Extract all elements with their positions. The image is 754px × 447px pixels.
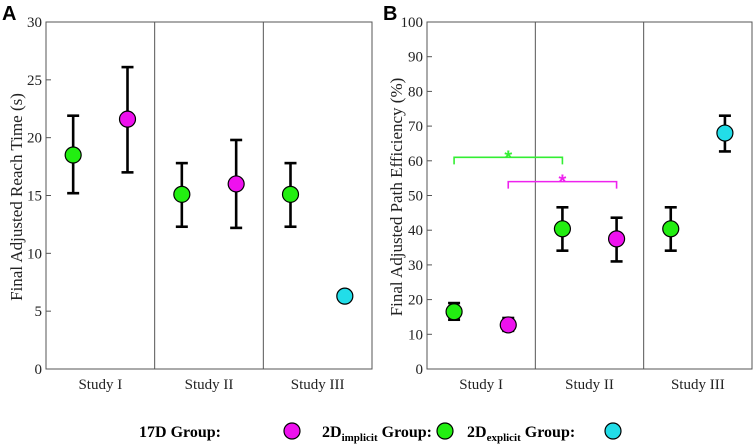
data-point: [553, 220, 572, 238]
y-tick-label: 60: [408, 154, 423, 170]
x-category-label: Study I: [459, 377, 503, 393]
y-tick-label: 30: [27, 15, 42, 31]
panel-b-plot: 0 10 20 30 40 50 60 70 80 90 100 Study I Study II Stu…: [401, 15, 753, 393]
significance-star: *: [504, 147, 512, 169]
legend-marker-2d-explicit: [604, 422, 622, 440]
x-category-label: Study II: [185, 377, 234, 393]
x-category-label: Study I: [78, 377, 122, 393]
y-tick-label: 20: [408, 293, 423, 309]
y-tick-label: 70: [408, 119, 423, 135]
data-point: [118, 110, 137, 128]
x-category-label: Study III: [671, 377, 725, 393]
legend-label-2d-explicit: 2Dexplicit Group:: [467, 424, 575, 444]
data-point: [716, 124, 734, 142]
data-point: [499, 316, 517, 334]
plot-frame: [45, 21, 373, 370]
y-tick-label: 0: [416, 362, 424, 378]
y-tick-label: 10: [408, 327, 423, 343]
x-category-label: Study II: [565, 377, 614, 393]
panel-letter-a: A: [2, 3, 16, 25]
y-tick-label: 10: [27, 246, 42, 262]
y-tick-label: 15: [27, 189, 42, 205]
data-point: [173, 185, 191, 203]
data-point: [662, 220, 680, 238]
significance-bracket: [507, 180, 618, 189]
y-tick-label: 90: [408, 50, 423, 66]
legend-label-2d-implicit: 2Dimplicit Group:: [322, 424, 432, 444]
significance-bracket: [453, 156, 564, 165]
legend-label-17d: 17D Group:: [139, 424, 221, 441]
legend: 17D Group: 2Dimplicit Group: 2Dexplicit …: [139, 422, 622, 444]
y-tick-label: 30: [408, 258, 423, 274]
data-point: [336, 287, 354, 305]
y-tick-label: 80: [408, 84, 423, 100]
y-tick-label: 5: [35, 304, 43, 320]
y-tick-label: 0: [35, 362, 43, 378]
y-tick-label: 20: [27, 131, 42, 147]
y-tick-label: 25: [27, 73, 42, 89]
data-point: [64, 146, 82, 164]
panel-letter-b: B: [383, 3, 397, 25]
plot-frame: [426, 21, 753, 370]
panel-b-ylabel: Final Adjusted Path Efficiency (%): [387, 78, 406, 317]
data-point: [281, 185, 300, 203]
y-tick-label: 100: [401, 15, 424, 31]
y-tick-label: 40: [408, 223, 423, 239]
panel-a-ylabel: Final Adjusted Reach Time (s): [7, 93, 26, 301]
data-point: [607, 230, 626, 248]
y-tick-label: 50: [408, 189, 423, 205]
legend-marker-2d-implicit: [436, 422, 454, 440]
x-category-label: Study III: [291, 377, 345, 393]
significance-star: *: [559, 172, 567, 194]
legend-marker-17d: [283, 422, 301, 440]
data-point: [227, 175, 245, 193]
data-point: [445, 303, 463, 321]
panel-a-plot: 0 5 10 15 20 25 30 Study I Study II Study III: [27, 15, 373, 393]
